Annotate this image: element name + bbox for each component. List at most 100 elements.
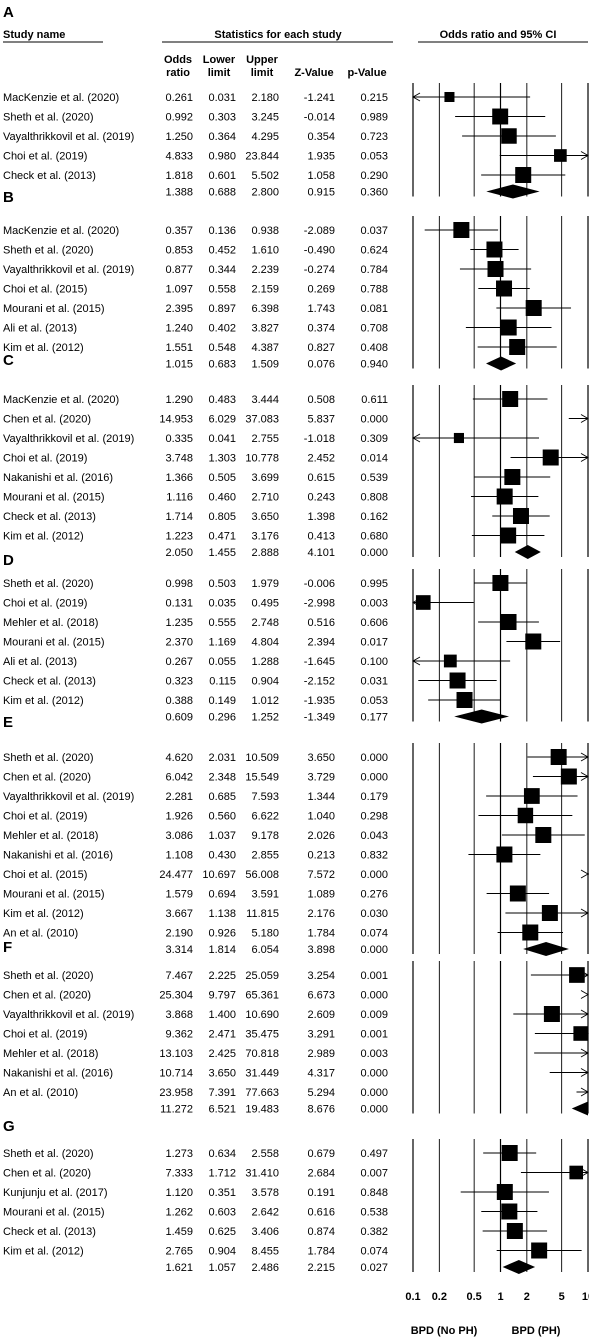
- upper-limit: 0.904: [251, 676, 279, 688]
- odds-ratio: 0.853: [165, 245, 193, 257]
- pooled-upper-limit: 2.888: [251, 547, 279, 559]
- header-study-name: Study name: [3, 29, 65, 41]
- p-value: 0.179: [360, 791, 388, 803]
- pooled-p-value: 0.000: [360, 944, 388, 956]
- z-value: 0.874: [307, 1226, 335, 1238]
- study-name: Mehler et al. (2018): [3, 830, 98, 842]
- z-value: 2.394: [307, 637, 335, 649]
- study-name: Sheth et al. (2020): [3, 752, 94, 764]
- study-name: Mourani et al. (2015): [3, 1207, 105, 1219]
- panel-b: B MacKenzie et al. (2020) 0.357 0.136 0.938 -…: [3, 189, 589, 371]
- upper-limit: 2.180: [251, 92, 279, 104]
- study-name: MacKenzie et al. (2020): [3, 225, 119, 237]
- lower-limit: 2.031: [208, 752, 236, 764]
- study-name: Vayalthrikkovil et al. (2019): [3, 264, 134, 276]
- study-row: MacKenzie et al. (2020) 0.261 0.031 2.180 -1…: [3, 91, 455, 104]
- pooled-z-value: 4.101: [307, 547, 335, 559]
- upper-limit: 3.406: [251, 1226, 279, 1238]
- pooled-odds-ratio: 3.314: [165, 944, 193, 956]
- x-tick-label: 2: [524, 1291, 530, 1303]
- upper-limit: 31.449: [245, 1068, 279, 1080]
- pooled-lower-limit: 6.521: [208, 1104, 236, 1116]
- study-right-arrow: [580, 1068, 589, 1077]
- z-value: 0.508: [307, 394, 335, 406]
- pooled-odds-ratio: 1.015: [165, 359, 193, 371]
- study-right-arrow: [580, 1029, 589, 1038]
- z-value: 1.040: [307, 811, 335, 823]
- p-value: 0.014: [360, 453, 388, 465]
- study-row: Sheth et al. (2020) 0.992 0.303 3.245 -0.014…: [3, 108, 509, 125]
- study-name: Check et al. (2013): [3, 511, 96, 523]
- lower-limit: 0.364: [208, 131, 236, 143]
- z-value: -0.006: [304, 578, 335, 590]
- p-value: 0.074: [360, 928, 388, 940]
- study-row: Nakanishi et al. (2016) 1.366 0.505 3.699 0.…: [3, 469, 521, 485]
- header-odds-2: ratio: [166, 67, 190, 79]
- study-row: Check et al. (2013) 1.459 0.625 3.406 0.874 0…: [3, 1223, 523, 1239]
- pooled-upper-limit: 2.800: [251, 187, 279, 199]
- study-name: Mourani et al. (2015): [3, 303, 105, 315]
- p-value: 0.215: [360, 92, 388, 104]
- pooled-lower-limit: 1.057: [208, 1262, 236, 1274]
- odds-ratio: 0.388: [165, 695, 193, 707]
- study-name: Choi et al. (2019): [3, 811, 87, 823]
- panel-g: G Sheth et al. (2020) 1.273 0.634 2.558 0.679…: [3, 1118, 589, 1274]
- p-value: 0.624: [360, 245, 388, 257]
- lower-limit: 0.149: [208, 695, 236, 707]
- panel-e: E Sheth et al. (2020) 4.620 2.031 10.509 3.65…: [3, 714, 589, 956]
- z-value: 2.026: [307, 830, 335, 842]
- pooled-z-value: 2.215: [307, 1262, 335, 1274]
- upper-limit: 0.495: [251, 598, 279, 610]
- z-value: 0.516: [307, 617, 335, 629]
- study-row: Mehler et al. (2018) 3.086 1.037 9.178 2.026…: [3, 827, 552, 843]
- odds-ratio: 0.267: [165, 656, 193, 668]
- upper-limit: 15.549: [245, 772, 279, 784]
- p-value: 0.611: [361, 394, 388, 406]
- pooled-diamond: [486, 356, 517, 371]
- p-value: 0.408: [360, 342, 388, 354]
- x-tick-label: 1: [497, 1291, 503, 1303]
- odds-ratio: 1.290: [165, 394, 193, 406]
- z-value: -1.018: [304, 433, 335, 445]
- z-value: 1.784: [307, 1246, 335, 1258]
- study-row: Vayalthrikkovil et al. (2019) 0.877 0.344 2…: [3, 261, 504, 277]
- z-value: -1.645: [304, 656, 335, 668]
- header-plot: Odds ratio and 95% CI: [440, 29, 557, 41]
- header-lower-2: limit: [208, 67, 231, 79]
- header-odds-1: Odds: [164, 54, 192, 66]
- z-value: 3.254: [307, 970, 335, 982]
- study-row: Vayalthrikkovil et al. (2019) 2.281 0.685 7…: [3, 788, 540, 804]
- z-value: -1.241: [304, 92, 335, 104]
- upper-limit: 7.593: [251, 791, 279, 803]
- study-name: Choi et al. (2019): [3, 598, 87, 610]
- p-value: 0.538: [360, 1207, 388, 1219]
- pooled-odds-ratio: 2.050: [165, 547, 193, 559]
- p-value: 0.784: [360, 264, 388, 276]
- lower-limit: 0.402: [208, 323, 236, 335]
- z-value: 2.989: [307, 1048, 335, 1060]
- lower-limit: 0.603: [208, 1207, 236, 1219]
- lower-limit: 0.601: [208, 170, 236, 182]
- study-row: Check et al. (2013) 1.818 0.601 5.502 1.058 0…: [3, 167, 532, 183]
- lower-limit: 2.471: [208, 1029, 236, 1041]
- study-row: Nakanishi et al. (2016) 10.714 3.650 31.449…: [3, 1068, 388, 1080]
- study-row: An et al. (2010) 2.190 0.926 5.180 1.784 0.07…: [3, 924, 539, 941]
- z-value: 7.572: [307, 869, 335, 881]
- z-value: 5.837: [307, 414, 335, 426]
- odds-ratio: 23.958: [159, 1087, 193, 1099]
- z-value: -0.274: [304, 264, 335, 276]
- lower-limit: 2.425: [208, 1048, 236, 1060]
- lower-limit: 0.503: [208, 578, 236, 590]
- upper-limit: 31.410: [245, 1168, 279, 1180]
- odds-ratio: 1.262: [165, 1207, 193, 1219]
- study-name: Vayalthrikkovil et al. (2019): [3, 791, 134, 803]
- upper-limit: 11.815: [246, 908, 279, 920]
- upper-limit: 4.387: [251, 342, 279, 354]
- p-value: 0.848: [360, 1187, 388, 1199]
- odds-ratio: 1.551: [165, 342, 193, 354]
- study-name: Choi et al. (2019): [3, 151, 87, 163]
- p-value: 0.290: [360, 170, 388, 182]
- p-value: 0.162: [360, 511, 388, 523]
- lower-limit: 0.452: [208, 245, 236, 257]
- odds-ratio: 0.323: [165, 676, 193, 688]
